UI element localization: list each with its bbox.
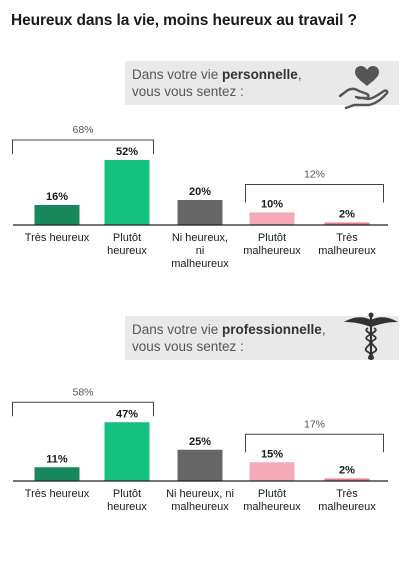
group-bracket (245, 184, 384, 203)
group-bracket (12, 139, 154, 154)
category-label: Plutôt (113, 488, 141, 500)
question-box-professional: Dans votre vie professionnelle, vous vou… (125, 316, 399, 360)
heart-hand-icon (338, 66, 389, 110)
category-label: Ni heureux, ni (166, 488, 234, 500)
value-label: 10% (261, 199, 283, 211)
bar-très-heureux (34, 205, 80, 225)
category-label: Très heureux (25, 488, 90, 500)
chart-personal: 16% Très heureux 52% Plutôt heureux 20% Ni heu… (0, 96, 400, 312)
group-label: 68% (72, 124, 93, 136)
category-label: heureux (107, 501, 147, 513)
value-label: 2% (339, 465, 355, 477)
group-bracket (245, 433, 384, 453)
bar-plutôt-malheureux (249, 212, 295, 225)
page-title: Heureux dans la vie, moins heureux au tr… (11, 12, 357, 29)
category-label: malheureux (243, 245, 301, 257)
group-label: 17% (304, 418, 325, 430)
question-text-professional: Dans votre vie professionnelle, vous vou… (132, 321, 326, 355)
question-suffix: vous vous sentez : (132, 339, 244, 354)
value-label: 16% (46, 191, 68, 203)
value-label: 11% (46, 453, 68, 465)
question-prefix: Dans votre vie (132, 322, 223, 337)
category-label: Plutôt (113, 232, 141, 244)
category-label: malheureux (243, 501, 301, 513)
category-label: Plutôt (258, 232, 286, 244)
category-label: ni (196, 245, 205, 257)
bar-plutôt-heureux (104, 422, 150, 481)
question-comma: , (321, 322, 326, 337)
category-label: malheureux (318, 501, 376, 513)
question-box-personal: Dans votre vie personnelle, vous vous se… (125, 61, 399, 105)
group-bracket (12, 401, 154, 417)
value-label: 20% (189, 186, 211, 198)
category-label: Ni heureux, (172, 232, 228, 244)
bar-plutôt-heureux (104, 160, 150, 225)
value-label: 15% (261, 448, 283, 460)
value-label: 47% (116, 408, 138, 420)
category-label: Plutôt (258, 488, 286, 500)
question-suffix: vous vous sentez : (132, 84, 244, 99)
question-prefix: Dans votre vie (132, 67, 223, 82)
category-label: malheureux (171, 501, 229, 513)
chart-professional: 11% Très heureux 47% Plutôt heureux 25% Ni heu… (0, 352, 400, 568)
bar-ni-heureux-ni-malheureux (177, 449, 223, 481)
group-label: 12% (304, 169, 325, 181)
category-label: malheureux (318, 245, 376, 257)
bar-très-heureux (34, 467, 80, 481)
value-label: 25% (189, 436, 211, 448)
category-label: heureux (107, 245, 147, 257)
question-comma: , (297, 67, 302, 82)
infographic: Heureux dans la vie, moins heureux au tr… (0, 12, 400, 513)
question-text-personal: Dans votre vie personnelle, vous vous se… (132, 66, 302, 100)
question-keyword: personnelle (222, 67, 298, 82)
category-label: Très heureux (25, 232, 90, 244)
category-label: malheureux (171, 258, 229, 270)
caduceus-icon (344, 312, 398, 360)
question-keyword: professionnelle (222, 322, 322, 337)
category-label: Très (336, 232, 358, 244)
bar-ni-heureux-ni-malheureux (177, 200, 223, 225)
group-label: 58% (72, 386, 93, 398)
bar-très-malheureux (324, 222, 370, 225)
value-label: 2% (339, 209, 355, 221)
category-label: Très (336, 488, 358, 500)
value-label: 52% (116, 146, 138, 158)
bar-plutôt-malheureux (249, 462, 295, 481)
bar-très-malheureux (324, 478, 370, 481)
